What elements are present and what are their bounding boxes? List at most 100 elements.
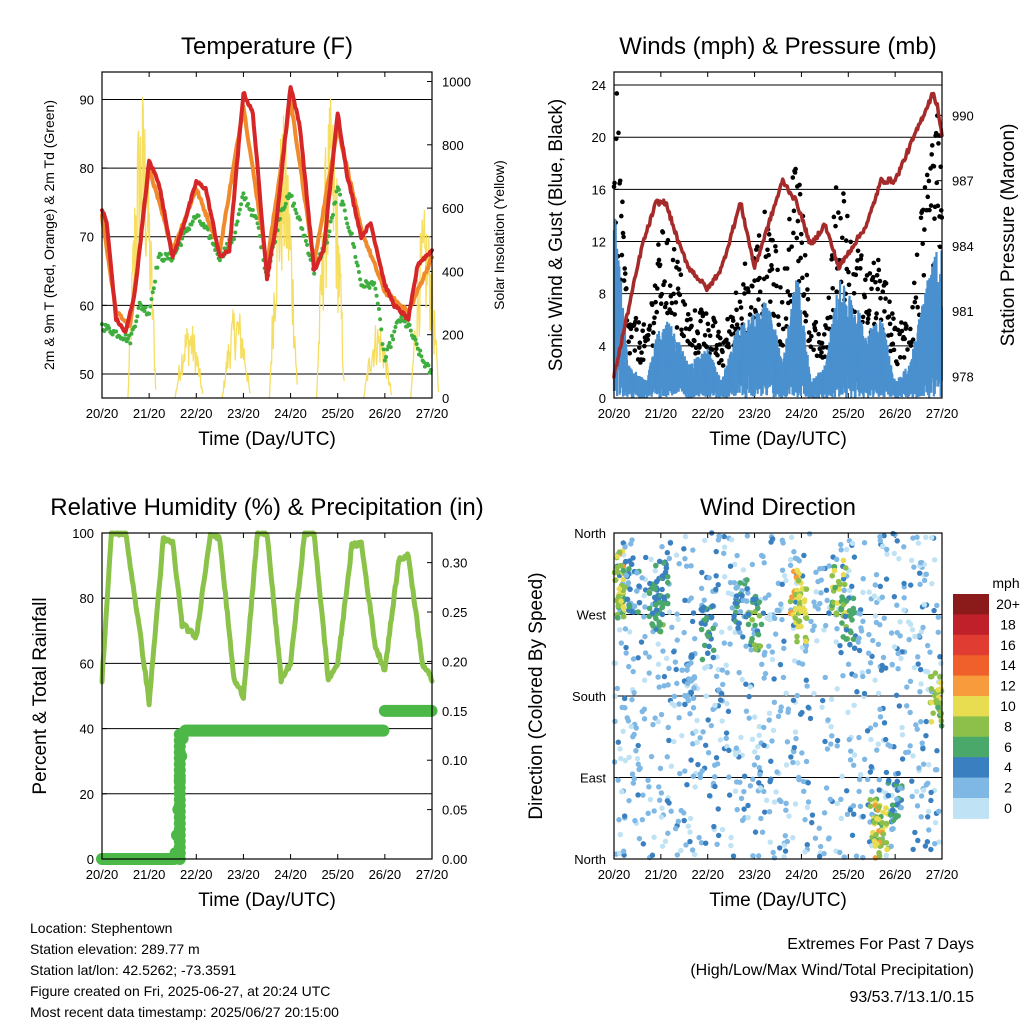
dir-point: [674, 611, 680, 617]
winds-gust-point: [929, 143, 935, 148]
dir-point: [655, 641, 661, 647]
winds-ytick2-label: 978: [952, 369, 974, 384]
temp-dewpoint-point: [235, 219, 240, 224]
winds-gust-point: [794, 235, 800, 241]
winds-gust-point: [820, 345, 826, 350]
winds-gust-point: [620, 230, 626, 236]
dir-point: [829, 733, 835, 739]
dir-point: [807, 715, 814, 722]
dir-point: [868, 764, 874, 770]
winds-gust-point: [843, 238, 849, 243]
winds-gust-point: [787, 293, 793, 298]
dir-point: [907, 582, 914, 588]
dir-point: [692, 851, 698, 858]
dir-point: [698, 840, 705, 846]
dir-point: [733, 600, 740, 607]
winds-gust-point: [834, 289, 839, 294]
dir-point: [710, 625, 717, 632]
dir-legend-swatch: [953, 798, 989, 819]
dir-point: [920, 787, 927, 793]
dir-point: [842, 613, 849, 620]
temp-dewpoint-point: [294, 211, 299, 216]
dir-point: [792, 606, 799, 613]
winds-gust-point: [641, 322, 647, 327]
extremes-title: Extremes For Past 7 Days: [787, 936, 974, 953]
winds-ytick-label: 8: [599, 287, 606, 302]
temp-dewpoint-point: [239, 202, 244, 207]
dir-point: [887, 743, 894, 749]
temp-dewpoint-point: [355, 263, 360, 268]
dir-point: [928, 719, 935, 725]
dir-point: [637, 765, 643, 771]
dir-point: [682, 768, 688, 774]
winds-gust-point: [859, 253, 864, 258]
dir-point: [741, 773, 748, 779]
rh-ytick-label: 0: [87, 852, 94, 867]
dir-point: [875, 741, 881, 747]
winds-gust-point: [702, 333, 708, 338]
winds-gust-point: [871, 260, 877, 266]
winds-gust-point: [771, 313, 777, 318]
winds-gust-point: [642, 343, 647, 349]
dir-point: [843, 626, 850, 633]
dir-point: [780, 540, 786, 546]
temp-xtick-label: 20/20: [86, 406, 119, 421]
dir-point: [677, 770, 683, 777]
temp-xlabel: Time (Day/UTC): [198, 429, 336, 450]
dir-point: [791, 744, 798, 751]
winds-gust-point: [795, 218, 801, 224]
dir-point: [935, 629, 941, 635]
dir-point: [617, 746, 623, 752]
winds-gust-point: [902, 336, 908, 342]
dir-point: [896, 555, 902, 562]
winds-gust-point: [768, 299, 773, 304]
dir-point: [909, 626, 916, 633]
dir-point: [701, 665, 708, 671]
dir-point: [633, 747, 639, 754]
dir-point: [853, 853, 860, 859]
dir-point: [734, 552, 740, 559]
winds-gust-point: [665, 310, 670, 316]
dir-point: [910, 535, 916, 541]
temp-solar-series: [362, 325, 393, 399]
dir-point: [915, 837, 921, 844]
temp-dewpoint-point: [150, 290, 155, 295]
dir-point: [834, 686, 840, 692]
dir-point: [861, 690, 868, 697]
dir-point: [875, 690, 882, 696]
winds-gust-point: [769, 263, 774, 268]
winds-gust-point: [804, 313, 809, 318]
temp-dewpoint-point: [155, 265, 160, 270]
winds-gust-point: [798, 231, 804, 237]
dir-point: [645, 777, 651, 784]
dir-point: [635, 609, 641, 615]
dir-point: [790, 697, 797, 704]
dir-point: [921, 601, 928, 608]
dir-point: [740, 634, 746, 640]
temp-ytick2-label: 800: [442, 138, 464, 153]
temp-dewpoint-point: [338, 192, 343, 197]
temp-ytick2-label: 600: [442, 201, 464, 216]
dir-point: [737, 580, 743, 586]
dir-point: [916, 570, 923, 576]
dir-point: [622, 626, 629, 632]
winds-gust-point: [784, 266, 790, 271]
dir-point: [928, 534, 935, 541]
winds-gust-point: [822, 354, 828, 359]
dir-point: [920, 745, 926, 752]
temp-xtick-label: 24/20: [274, 406, 307, 421]
dir-point: [849, 583, 855, 590]
dir-legend-swatch: [953, 757, 989, 779]
dir-point: [867, 660, 874, 666]
dir-point: [616, 549, 623, 556]
winds-gust-point: [739, 316, 744, 321]
dir-point: [749, 616, 756, 623]
winds-gust-point: [705, 321, 711, 327]
dir-point: [642, 650, 649, 656]
winds-gust-point: [921, 272, 927, 278]
dir-point: [894, 538, 900, 544]
dir-point: [727, 641, 733, 647]
dir-point: [764, 797, 770, 803]
temp-dewpoint-point: [373, 286, 378, 291]
temp-dewpoint-point: [353, 254, 358, 259]
